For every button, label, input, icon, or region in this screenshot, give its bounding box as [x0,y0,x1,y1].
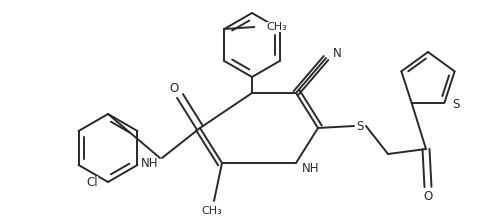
Text: S: S [356,119,363,132]
Text: N: N [333,46,341,59]
Text: O: O [169,81,178,95]
Text: O: O [423,189,432,202]
Text: S: S [452,98,459,111]
Text: NH: NH [302,161,319,174]
Text: CH₃: CH₃ [266,22,287,32]
Text: Cl: Cl [86,176,98,189]
Text: NH: NH [140,156,158,169]
Text: CH₃: CH₃ [201,206,222,216]
